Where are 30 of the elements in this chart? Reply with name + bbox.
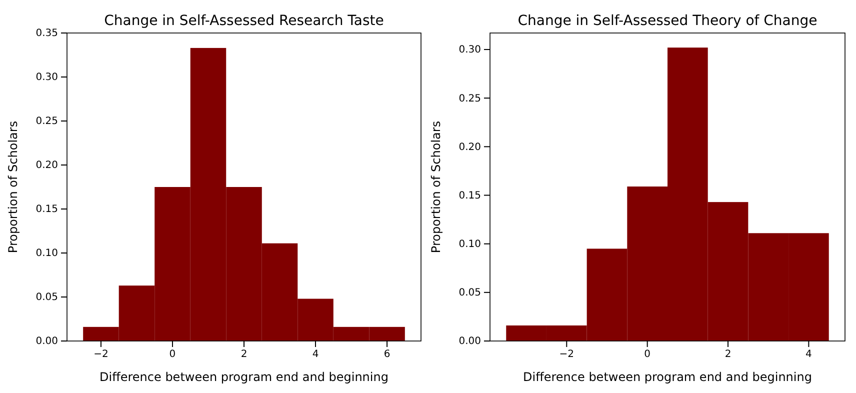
x-tick-label: −2 xyxy=(559,349,574,360)
y-tick-label: 0.35 xyxy=(36,28,58,40)
y-axis-title: Proportion of Scholars xyxy=(429,120,443,254)
y-tick-label: 0.10 xyxy=(36,248,58,260)
y-tick-label: 0.30 xyxy=(36,72,58,84)
y-tick-label: 0.15 xyxy=(458,190,481,202)
x-axis-title: Difference between program end and beginning xyxy=(523,370,812,384)
x-tick-label: 2 xyxy=(724,349,732,360)
y-tick-label: 0.15 xyxy=(36,204,58,216)
x-tick-label: −2 xyxy=(94,349,108,360)
y-tick-label: 0.25 xyxy=(36,116,58,128)
chart-title: Change in Self-Assessed Research Taste xyxy=(104,13,384,29)
x-tick-label: 0 xyxy=(169,349,176,360)
y-axis-title: Proportion of Scholars xyxy=(6,120,20,254)
x-tick-label: 0 xyxy=(644,349,651,360)
y-tick-label: 0.20 xyxy=(36,160,58,172)
y-tick-label: 0.05 xyxy=(458,288,481,299)
x-axis-title: Difference between program end and beginning xyxy=(100,370,388,384)
x-tick-label: 4 xyxy=(312,349,319,360)
x-tick-label: 6 xyxy=(384,349,390,360)
y-tick-label: 0.00 xyxy=(36,336,58,348)
y-tick-label: 0.00 xyxy=(458,336,481,348)
y-tick-label: 0.10 xyxy=(458,239,481,250)
y-tick-label: 0.05 xyxy=(36,292,58,304)
x-tick-label: 4 xyxy=(806,349,812,360)
y-tick-label: 0.30 xyxy=(458,44,481,56)
y-tick-label: 0.25 xyxy=(458,93,481,104)
chart-title: Change in Self-Assessed Theory of Change xyxy=(518,13,818,29)
x-tick-label: 2 xyxy=(240,349,248,360)
y-tick-label: 0.20 xyxy=(458,142,481,153)
